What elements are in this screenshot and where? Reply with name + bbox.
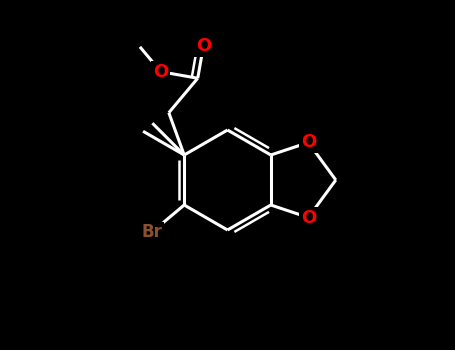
Text: O: O: [153, 63, 168, 81]
Text: Br: Br: [141, 223, 162, 241]
Text: O: O: [301, 209, 316, 226]
Text: O: O: [196, 37, 211, 55]
Text: O: O: [301, 133, 316, 152]
